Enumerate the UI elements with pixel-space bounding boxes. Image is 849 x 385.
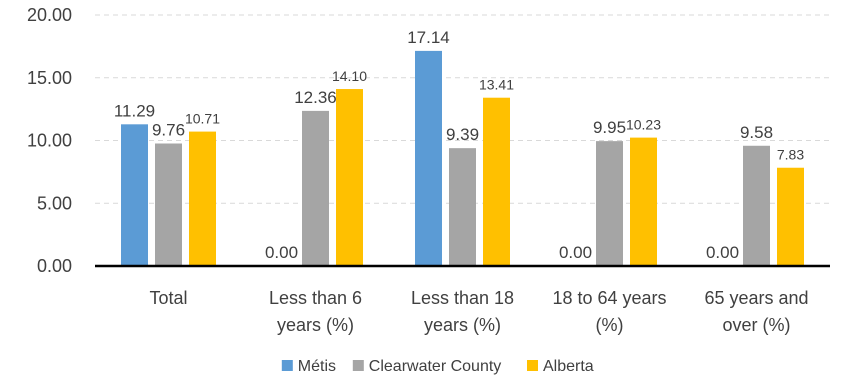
bar — [336, 89, 363, 266]
data-label: 0.00 — [265, 243, 298, 262]
data-label: 9.76 — [152, 121, 185, 140]
data-label: 13.41 — [479, 77, 514, 93]
data-label: 9.39 — [446, 125, 479, 144]
data-label: 10.23 — [626, 117, 661, 133]
x-tick-label: Less than 18 years (%) — [411, 288, 514, 335]
gridlines — [95, 14, 830, 204]
y-tick-label: 5.00 — [37, 193, 72, 213]
data-label: 0.00 — [559, 243, 592, 262]
data-label: 17.14 — [407, 28, 450, 47]
bars — [121, 50, 804, 266]
y-tick-label: 15.00 — [27, 68, 72, 88]
bar — [189, 131, 216, 266]
legend-label: Métis — [298, 358, 336, 375]
legend-swatch — [527, 360, 538, 371]
bar — [121, 124, 148, 266]
bar — [302, 110, 329, 266]
x-tick-label: Less than 6 years (%) — [269, 288, 362, 335]
bar — [449, 148, 476, 266]
bar — [415, 50, 442, 266]
bar — [483, 97, 510, 266]
bar — [596, 141, 623, 266]
y-tick-label: 20.00 — [27, 5, 72, 25]
data-label: 7.83 — [777, 147, 804, 163]
data-labels: 11.29 0.00 17.14 0.00 0.00 9.76 12.36 9.39 9.95 9… — [114, 28, 804, 262]
x-axis: Total Less than 6 years (%) Less than 18 yea… — [149, 288, 808, 335]
bar — [743, 145, 770, 266]
data-label: 0.00 — [706, 243, 739, 262]
data-label: 12.36 — [294, 88, 337, 107]
legend-label: Clearwater County — [369, 358, 502, 375]
data-label: 9.95 — [593, 118, 626, 137]
bar — [777, 167, 804, 266]
y-tick-label: 0.00 — [37, 256, 72, 276]
bar — [630, 137, 657, 266]
x-tick-label: Total — [149, 288, 187, 308]
bar — [155, 143, 182, 266]
legend: Métis Clearwater County Alberta — [281, 358, 594, 375]
data-label: 9.58 — [740, 123, 773, 142]
data-label: 10.71 — [185, 111, 220, 127]
legend-swatch — [352, 360, 364, 371]
y-axis: 0.00 5.00 10.00 15.00 20.00 — [27, 5, 72, 276]
data-label: 14.10 — [332, 68, 367, 84]
legend-swatch — [281, 360, 293, 371]
x-tick-label: 18 to 64 years (%) — [552, 288, 666, 335]
x-tick-label: 65 years and over (%) — [704, 288, 808, 335]
y-tick-label: 10.00 — [27, 131, 72, 151]
legend-label: Alberta — [543, 358, 594, 375]
data-label: 11.29 — [114, 101, 155, 120]
